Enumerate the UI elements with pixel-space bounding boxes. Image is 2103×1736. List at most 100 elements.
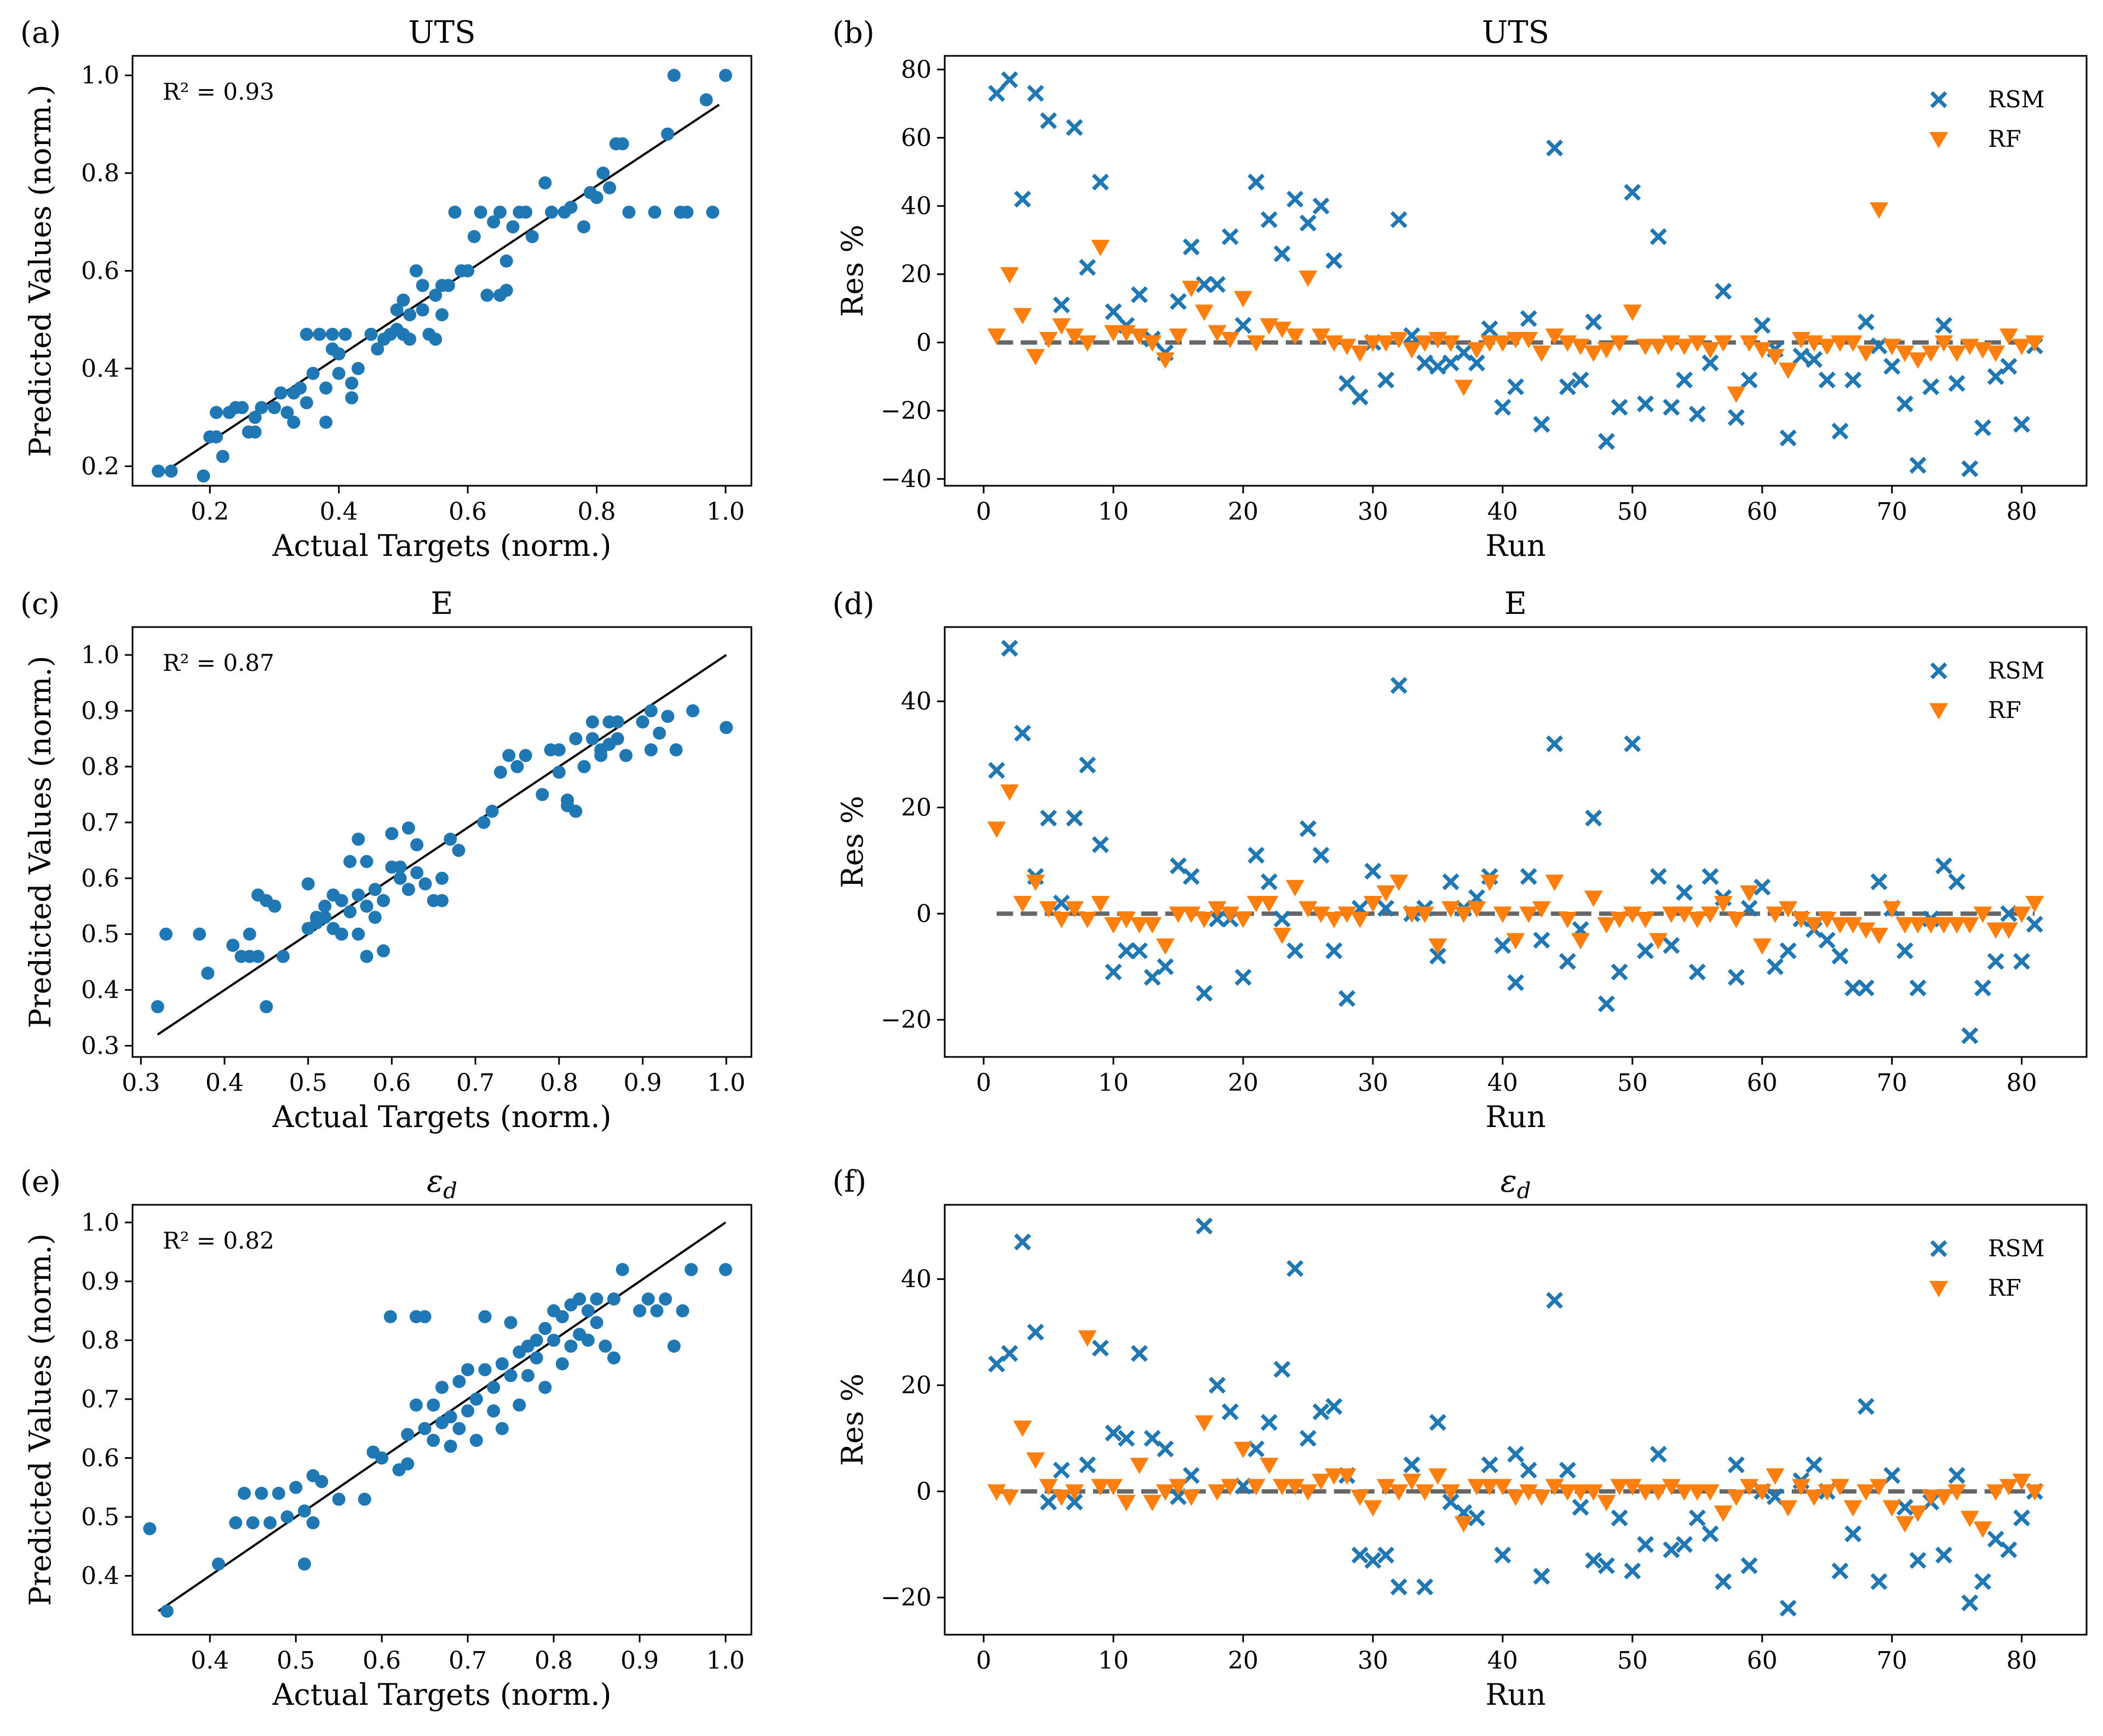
- rf-marker: [1285, 880, 1305, 896]
- rf-marker: [1558, 912, 1577, 929]
- x-tick-label: 0: [976, 1069, 991, 1097]
- rf-marker: [1363, 1500, 1382, 1517]
- rf-marker: [2012, 1473, 2031, 1490]
- rf-marker: [1571, 338, 1590, 355]
- y-axis-label: Res %: [835, 796, 870, 888]
- rsm-marker: [1883, 358, 1901, 375]
- rsm-marker: [1494, 399, 1512, 416]
- x-tick-label: 60: [1747, 1069, 1778, 1097]
- rsm-marker: [1636, 1536, 1654, 1553]
- rf-marker: [1843, 917, 1863, 934]
- y-tick-label: 20: [901, 794, 932, 822]
- data-point: [669, 743, 683, 757]
- rsm-marker: [2013, 416, 2031, 433]
- rf-marker: [1545, 1479, 1564, 1496]
- data-point: [552, 743, 566, 757]
- x-tick-label: 70: [1877, 1647, 1907, 1675]
- rf-marker: [1519, 1484, 1538, 1501]
- data-point: [607, 1292, 620, 1306]
- rf-marker: [1700, 906, 1720, 923]
- data-point: [581, 1304, 595, 1318]
- rsm-marker: [1130, 286, 1148, 303]
- rsm-marker: [1209, 1377, 1226, 1394]
- panel-a: 0.2 0.4 0.6 0.8 1.0 0.2 0.4 0.6 0.8 1.0 Actual Tar…: [20, 15, 752, 563]
- panel-title: E: [1504, 586, 1527, 622]
- axes-frame: [944, 626, 2088, 1058]
- x-tick-label: 0: [976, 1647, 991, 1675]
- data-point: [644, 743, 658, 757]
- rf-marker: [1324, 912, 1343, 929]
- y-tick-label: 0.5: [81, 1503, 119, 1531]
- rsm-marker: [1091, 174, 1109, 191]
- rsm-marker: [1066, 119, 1083, 136]
- x-tick-label: 0.8: [540, 1069, 578, 1097]
- rsm-marker: [1754, 317, 1771, 334]
- data-point: [461, 1404, 475, 1418]
- rf-marker: [1415, 1484, 1434, 1501]
- data-point: [332, 366, 346, 380]
- x-tick-label: 0.8: [535, 1647, 573, 1675]
- data-point: [536, 787, 549, 801]
- rsm-marker: [1636, 942, 1654, 959]
- y-tick-label: −20: [881, 397, 932, 425]
- y-axis-label: Res %: [835, 225, 870, 317]
- rsm-marker: [1818, 932, 1836, 949]
- rsm-marker: [2026, 916, 2043, 933]
- rsm-marker: [1170, 1488, 1187, 1505]
- y-tick-label: 0: [916, 1478, 932, 1505]
- data-point: [616, 137, 629, 151]
- rsm-marker: [1312, 1403, 1330, 1421]
- rf-marker: [1636, 338, 1655, 355]
- rsm-marker: [1909, 1551, 1927, 1569]
- rsm-marker: [1909, 979, 1927, 997]
- y-axis-label: Predicted Values (norm.): [23, 656, 58, 1028]
- rf-marker: [1623, 1479, 1642, 1496]
- panel-d: 0 10 20 30 40 50 60 70 80 −20 0 20 40 Run Res % E (d) RSM…: [832, 586, 2088, 1134]
- rf-marker: [1260, 895, 1279, 912]
- y-tick-label: 0.7: [81, 809, 119, 837]
- rf-marker: [1714, 1505, 1733, 1522]
- data-point: [461, 1363, 475, 1377]
- rsm-marker: [1260, 873, 1278, 890]
- rsm-marker: [1066, 1493, 1083, 1511]
- y-tick-label: 0.6: [81, 865, 119, 893]
- rf-marker: [1947, 917, 1967, 934]
- rsm-marker: [1091, 1340, 1109, 1357]
- legend-rf-icon: [1929, 703, 1948, 720]
- rf-marker: [1519, 332, 1538, 349]
- rsm-marker: [1831, 947, 1849, 965]
- data-point: [371, 342, 384, 356]
- x-tick-label: 0.3: [122, 1069, 160, 1097]
- rsm-marker: [1053, 1462, 1070, 1479]
- rf-marker: [1636, 912, 1655, 929]
- rsm-marker: [1429, 947, 1446, 965]
- data-point: [452, 1422, 466, 1435]
- data-point: [478, 1310, 492, 1324]
- data-point: [287, 416, 301, 429]
- rf-marker: [1000, 1490, 1019, 1507]
- rsm-marker: [1014, 725, 1031, 742]
- rsm-marker: [1935, 317, 1952, 334]
- rf-marker: [1078, 912, 1097, 929]
- rf-marker: [1571, 1484, 1590, 1501]
- rf-marker: [1351, 346, 1370, 363]
- data-point: [274, 386, 288, 400]
- data-point: [280, 1510, 294, 1524]
- rsm-marker: [1676, 884, 1693, 901]
- data-point: [585, 715, 599, 729]
- rf-marker: [1558, 1484, 1577, 1501]
- data-point: [201, 967, 215, 980]
- rsm-marker: [1442, 354, 1460, 372]
- data-point: [418, 1422, 432, 1435]
- data-point: [216, 450, 229, 463]
- y-tick-label: 40: [901, 192, 932, 220]
- data-point: [469, 1392, 483, 1406]
- rf-marker: [1882, 1500, 1901, 1517]
- rsm-marker: [1286, 191, 1304, 208]
- rsm-marker: [1688, 963, 1706, 981]
- rf-marker: [1739, 1479, 1759, 1496]
- rf-marker: [1843, 335, 1863, 352]
- panel-title-subscript: d: [1517, 1179, 1531, 1204]
- data-point: [686, 704, 700, 717]
- data-point: [577, 220, 590, 234]
